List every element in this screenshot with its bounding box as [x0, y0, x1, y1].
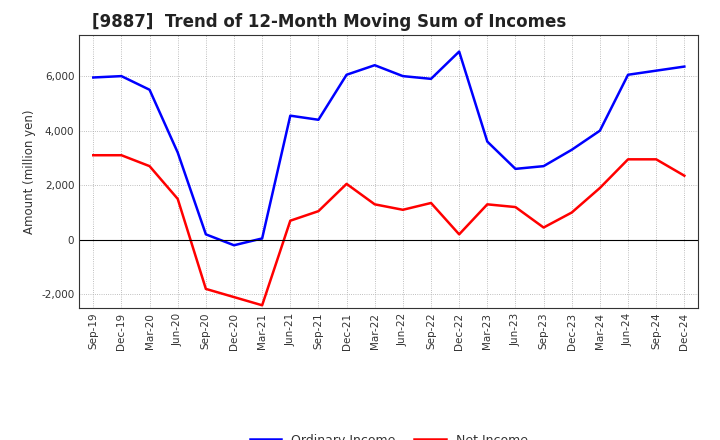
Net Income — [202, 286, 210, 292]
Ordinary Income — [455, 49, 464, 54]
Net Income — [680, 173, 688, 178]
Ordinary Income — [652, 68, 660, 73]
Net Income — [117, 153, 126, 158]
Ordinary Income — [258, 236, 266, 241]
Net Income — [567, 210, 576, 215]
Net Income — [174, 196, 182, 202]
Ordinary Income — [567, 147, 576, 152]
Net Income — [258, 303, 266, 308]
Ordinary Income — [427, 76, 436, 81]
Ordinary Income — [511, 166, 520, 172]
Net Income — [511, 205, 520, 210]
Ordinary Income — [399, 73, 408, 79]
Ordinary Income — [483, 139, 492, 144]
Ordinary Income — [314, 117, 323, 122]
Net Income — [399, 207, 408, 213]
Text: [9887]  Trend of 12-Month Moving Sum of Incomes: [9887] Trend of 12-Month Moving Sum of I… — [91, 13, 566, 31]
Ordinary Income — [680, 64, 688, 69]
Net Income — [483, 202, 492, 207]
Net Income — [539, 225, 548, 230]
Y-axis label: Amount (million yen): Amount (million yen) — [22, 110, 35, 234]
Ordinary Income — [342, 72, 351, 77]
Net Income — [455, 232, 464, 237]
Ordinary Income — [174, 150, 182, 155]
Net Income — [286, 218, 294, 224]
Net Income — [145, 164, 154, 169]
Ordinary Income — [539, 164, 548, 169]
Ordinary Income — [117, 73, 126, 79]
Net Income — [624, 157, 632, 162]
Net Income — [370, 202, 379, 207]
Net Income — [652, 157, 660, 162]
Ordinary Income — [89, 75, 98, 80]
Legend: Ordinary Income, Net Income: Ordinary Income, Net Income — [245, 429, 533, 440]
Net Income — [595, 185, 604, 191]
Ordinary Income — [145, 87, 154, 92]
Net Income — [230, 294, 238, 300]
Ordinary Income — [286, 113, 294, 118]
Ordinary Income — [202, 232, 210, 237]
Ordinary Income — [230, 242, 238, 248]
Ordinary Income — [370, 62, 379, 68]
Net Income — [427, 200, 436, 205]
Net Income — [342, 181, 351, 187]
Net Income — [89, 153, 98, 158]
Net Income — [314, 209, 323, 214]
Ordinary Income — [624, 72, 632, 77]
Line: Net Income: Net Income — [94, 155, 684, 305]
Ordinary Income — [595, 128, 604, 133]
Line: Ordinary Income: Ordinary Income — [94, 51, 684, 245]
